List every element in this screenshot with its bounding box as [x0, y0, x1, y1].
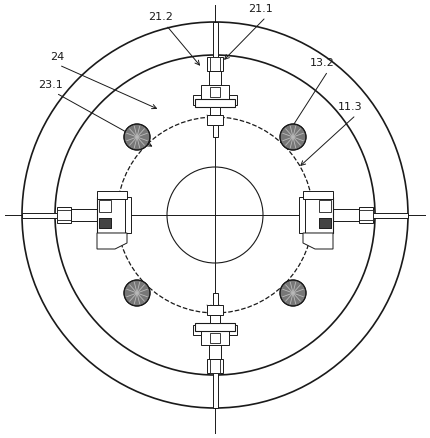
Bar — [207, 359, 223, 373]
Bar — [99, 218, 111, 228]
Bar — [210, 87, 220, 97]
Bar — [210, 315, 220, 323]
Text: 24: 24 — [50, 52, 64, 62]
Bar — [210, 333, 220, 343]
Bar — [207, 115, 223, 125]
Bar — [210, 107, 220, 115]
Circle shape — [124, 280, 150, 306]
Bar — [303, 191, 333, 199]
Bar — [201, 331, 229, 345]
Bar — [71, 209, 99, 221]
Bar — [195, 99, 235, 107]
Bar — [319, 200, 331, 212]
Bar — [207, 57, 223, 71]
Circle shape — [280, 124, 306, 150]
Bar — [212, 125, 218, 137]
Polygon shape — [303, 233, 333, 249]
Bar — [210, 57, 220, 71]
Bar — [331, 209, 359, 221]
Bar — [125, 197, 131, 233]
Bar — [99, 218, 111, 228]
Bar — [22, 212, 60, 218]
Bar — [212, 293, 218, 305]
Text: 21.2: 21.2 — [148, 12, 173, 22]
Circle shape — [124, 124, 150, 150]
Bar — [359, 210, 373, 220]
Text: 13.2: 13.2 — [310, 58, 335, 68]
Text: 23.1: 23.1 — [38, 80, 63, 90]
Bar — [99, 200, 111, 212]
Bar — [209, 71, 221, 99]
Bar — [319, 218, 331, 228]
Polygon shape — [97, 233, 127, 249]
Bar — [193, 325, 201, 335]
Bar — [193, 95, 201, 105]
Bar — [209, 331, 221, 359]
Bar — [57, 210, 71, 220]
Bar — [207, 305, 223, 315]
Bar — [97, 191, 127, 199]
Bar — [229, 95, 237, 105]
Text: 21.1: 21.1 — [248, 4, 273, 14]
Bar — [57, 207, 71, 223]
Bar — [303, 197, 333, 233]
Bar — [319, 218, 331, 228]
Bar — [195, 323, 235, 331]
Bar — [370, 212, 408, 218]
Text: 11.3: 11.3 — [338, 102, 362, 112]
Circle shape — [280, 280, 306, 306]
Bar — [229, 325, 237, 335]
Bar — [359, 207, 373, 223]
Bar — [212, 370, 218, 408]
Bar — [97, 197, 127, 233]
Bar — [212, 22, 218, 60]
Bar — [299, 197, 305, 233]
Bar — [201, 85, 229, 99]
Bar — [210, 359, 220, 373]
